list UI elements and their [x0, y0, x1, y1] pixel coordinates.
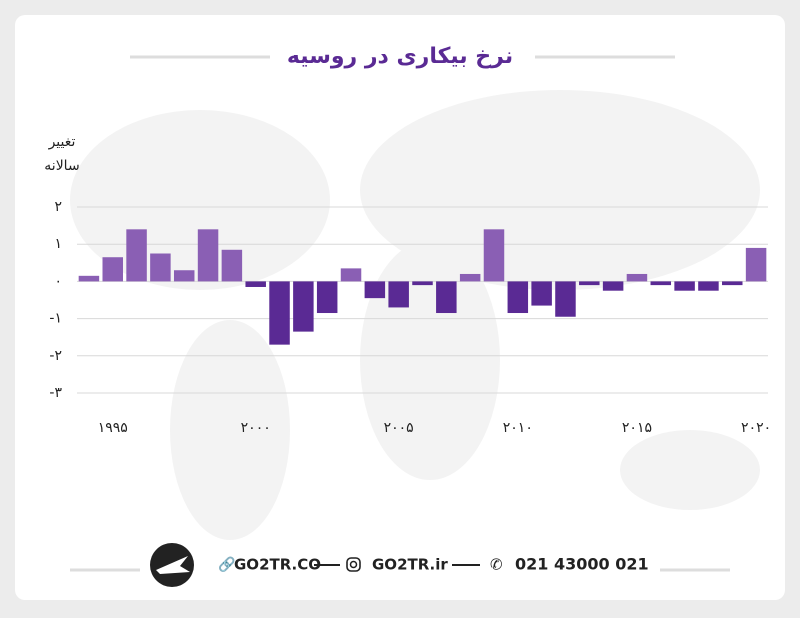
- plot: ۲ ۱ ۰ -۱ -۲ -۳ ۱۹۹۵ ۲۰۰۰ ۲۰۰۵ ۲۰۱۰ ۲۰۱۵ ۲۰۲۰: [49, 199, 771, 436]
- bar: [459, 273, 481, 282]
- y-tick-label: -۳: [49, 385, 62, 401]
- bar: [483, 229, 505, 282]
- bar: [269, 281, 290, 345]
- bar: [364, 281, 386, 299]
- bar: [412, 281, 433, 286]
- bar: [722, 281, 743, 286]
- x-tick-label: ۲۰۲۰: [741, 420, 771, 436]
- phone: 021 43000 021: [515, 555, 649, 574]
- bar: [197, 229, 219, 282]
- y-axis-label: تغییر: [48, 134, 76, 150]
- instagram-icon: [346, 557, 361, 572]
- bar: [579, 281, 600, 286]
- bar: [173, 270, 195, 282]
- logo-plane: [156, 556, 190, 574]
- instagram: GO2TR.ir: [372, 556, 448, 574]
- bar: [698, 281, 719, 291]
- y-axis-label: سالانه: [44, 158, 79, 174]
- bar: [436, 281, 457, 314]
- bar: [245, 281, 266, 287]
- x-tick-label: ۲۰۰۰: [241, 420, 271, 436]
- bar: [745, 247, 767, 282]
- y-tick-label: ۱: [54, 236, 62, 252]
- bar: [602, 281, 624, 291]
- link-icon: 🔗: [218, 555, 236, 573]
- x-tick-label: ۲۰۱۰: [503, 420, 533, 436]
- bar: [650, 281, 672, 286]
- bar: [531, 281, 552, 306]
- x-tick-label: ۱۹۹۵: [98, 420, 128, 436]
- website: GO2TR.CO: [234, 556, 321, 574]
- x-tick-label: ۲۰۰۵: [384, 420, 414, 436]
- bar: [507, 281, 529, 314]
- bar: [293, 281, 314, 332]
- y-tick-label: -۲: [49, 348, 62, 364]
- bar: [126, 229, 147, 282]
- bar: [221, 249, 243, 282]
- bar: [340, 268, 362, 282]
- bar: [388, 281, 409, 308]
- bar: [626, 273, 648, 282]
- bar: [102, 257, 123, 282]
- y-tick-label: ۰: [54, 273, 62, 289]
- instagram-icon: [349, 560, 358, 569]
- chart-title: نرخ بیکاری در روسیه: [287, 44, 513, 69]
- y-tick-label: -۱: [49, 311, 62, 327]
- bar: [78, 275, 100, 282]
- bar: [555, 281, 576, 317]
- x-tick-label: ۲۰۱۵: [622, 420, 652, 436]
- phone-icon: ✆: [490, 556, 503, 574]
- bar: [316, 281, 338, 314]
- y-tick-label: ۲: [54, 199, 62, 215]
- bar: [150, 253, 171, 282]
- bar: [674, 281, 695, 291]
